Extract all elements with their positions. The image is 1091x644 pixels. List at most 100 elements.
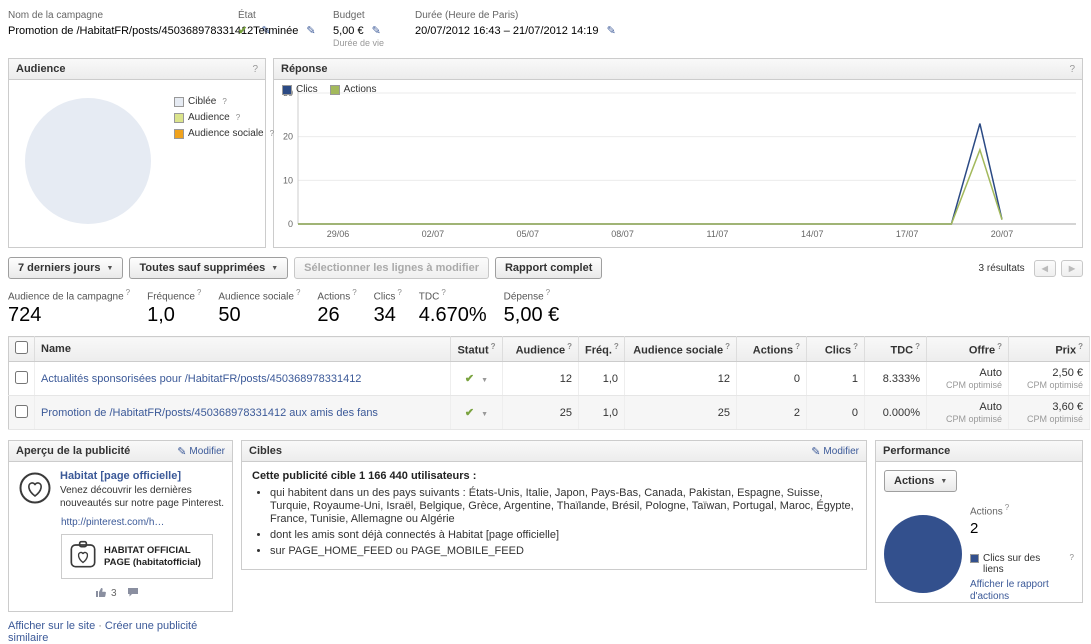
actions-report-link[interactable]: Afficher le rapport d'actions bbox=[970, 578, 1049, 602]
ciblee-help-icon[interactable]: ? bbox=[222, 97, 227, 106]
edit-name-icon[interactable]: ✎ bbox=[261, 25, 271, 37]
performance-help-icon[interactable]: ? bbox=[1004, 503, 1010, 513]
col-statut[interactable]: Statut? bbox=[450, 336, 503, 363]
stat-frequency: Fréquence? 1,0 bbox=[147, 288, 202, 327]
col-audience[interactable]: Audience? bbox=[502, 336, 579, 363]
chevron-down-icon: ▼ bbox=[271, 264, 279, 272]
view-on-site-link[interactable]: Afficher sur le site bbox=[8, 620, 96, 633]
pencil-icon: ✎ bbox=[177, 445, 187, 458]
col-freq[interactable]: Fréq.? bbox=[578, 336, 625, 363]
filter-dropdown[interactable]: Toutes sauf supprimées ▼ bbox=[129, 257, 289, 279]
col-help-icon[interactable]: ? bbox=[490, 342, 496, 351]
actions-dropdown[interactable]: Actions ▼ bbox=[884, 470, 958, 493]
audience-legend: Ciblée? Audience? Audience sociale? bbox=[174, 96, 274, 144]
col-offre[interactable]: Offre? bbox=[926, 336, 1009, 363]
budget-type-label: Durée de vie bbox=[333, 38, 385, 48]
row-checkbox[interactable] bbox=[15, 404, 28, 418]
next-page-button[interactable]: ▶ bbox=[1060, 259, 1083, 277]
ad-name-link[interactable]: Promotion de /HabitatFR/posts/4503689783… bbox=[41, 406, 378, 419]
col-help-icon[interactable]: ? bbox=[915, 342, 920, 351]
stat-value: 50 bbox=[218, 304, 241, 327]
ad-title-link[interactable]: Habitat [page officielle] bbox=[60, 470, 182, 483]
date-range-dropdown[interactable]: 7 derniers jours ▼ bbox=[8, 257, 124, 279]
campaign-name-value: Promotion de /HabitatFR/posts/4503689783… bbox=[8, 25, 254, 37]
svg-text:17/07: 17/07 bbox=[896, 229, 919, 239]
stat-help-icon[interactable]: ? bbox=[196, 288, 202, 297]
col-clics[interactable]: Clics? bbox=[806, 336, 865, 363]
targeting-summary: Cette publicité cible 1 166 440 utilisat… bbox=[252, 470, 477, 483]
pencil-icon: ✎ bbox=[811, 445, 821, 458]
col-help-icon[interactable]: ? bbox=[997, 342, 1002, 351]
edit-preview-link[interactable]: ✎ Modifier bbox=[177, 445, 225, 458]
actions-swatch-icon bbox=[329, 84, 340, 95]
cell-actions: 0 bbox=[736, 361, 807, 397]
campaign-budget-field: Budget 5,00 € ✎ Durée de vie bbox=[333, 10, 415, 48]
next-arrow-icon: ▶ bbox=[1068, 263, 1075, 273]
edit-duration-icon[interactable]: ✎ bbox=[606, 25, 616, 37]
stat-value: 34 bbox=[373, 304, 396, 327]
cell-freq: 1,0 bbox=[578, 395, 625, 431]
stat-help-icon[interactable]: ? bbox=[295, 288, 301, 297]
dot-separator: · bbox=[98, 620, 102, 633]
performance-pie bbox=[884, 515, 962, 594]
cell-prix: 3,60 € CPM optimisé bbox=[1008, 395, 1090, 431]
col-tdc[interactable]: TDC? bbox=[864, 336, 927, 363]
audience-pie bbox=[25, 98, 151, 224]
link-clicks-help-icon[interactable]: ? bbox=[1069, 552, 1074, 562]
preview-panel-title: Aperçu de la publicité bbox=[16, 445, 131, 458]
stat-help-icon[interactable]: ? bbox=[397, 288, 402, 297]
status-check-icon: ✔ bbox=[238, 25, 248, 37]
col-name[interactable]: Name bbox=[34, 336, 451, 363]
stat-help-icon[interactable]: ? bbox=[441, 288, 446, 297]
row-checkbox[interactable] bbox=[15, 370, 28, 384]
prev-page-button[interactable]: ◀ bbox=[1033, 259, 1056, 277]
col-help-icon[interactable]: ? bbox=[567, 342, 572, 351]
targeting-criteria-list: qui habitent dans un des pays suivants :… bbox=[252, 487, 856, 558]
stat-help-icon[interactable]: ? bbox=[125, 288, 131, 297]
col-help-icon[interactable]: ? bbox=[853, 342, 858, 351]
audience-sociale-label: Audience sociale bbox=[188, 128, 264, 139]
col-help-icon[interactable]: ? bbox=[1078, 342, 1083, 351]
col-help-icon[interactable]: ? bbox=[725, 342, 730, 351]
response-panel: Réponse ? Clics Actions 010203029/0602/0… bbox=[273, 58, 1083, 248]
edit-status-icon[interactable]: ✎ bbox=[306, 25, 316, 37]
results-count: 3 résultats bbox=[978, 262, 1025, 274]
stat-help-icon[interactable]: ? bbox=[352, 288, 357, 297]
stat-value: 724 bbox=[8, 304, 42, 327]
col-prix[interactable]: Prix? bbox=[1008, 336, 1090, 363]
svg-text:05/07: 05/07 bbox=[516, 229, 539, 239]
targeting-criterion: dont les amis sont déjà connectés à Habi… bbox=[270, 529, 856, 542]
edit-targeting-link[interactable]: ✎ Modifier bbox=[811, 445, 859, 458]
stat-help-icon[interactable]: ? bbox=[545, 288, 551, 297]
clics-legend-label: Clics bbox=[296, 84, 318, 95]
cell-offre: Auto CPM optimisé bbox=[926, 361, 1009, 397]
campaign-name-label: Nom de la campagne bbox=[8, 10, 104, 21]
performance-actions-label: Actions? bbox=[970, 503, 1010, 518]
audience-help2-icon[interactable]: ? bbox=[235, 113, 241, 122]
col-audience-sociale[interactable]: Audience sociale? bbox=[624, 336, 737, 363]
date-range-label: 7 derniers jours bbox=[18, 262, 101, 274]
edit-budget-icon[interactable]: ✎ bbox=[371, 25, 381, 37]
ad-name-link[interactable]: Actualités sponsorisées pour /HabitatFR/… bbox=[41, 372, 362, 385]
ad-destination-link[interactable]: http://pinterest.com/h… bbox=[61, 517, 165, 529]
ad-image: HABITAT OFFICIAL PAGE (habitatofficial) bbox=[61, 534, 213, 580]
response-panel-title: Réponse bbox=[281, 63, 328, 75]
audience-sociale-help-icon[interactable]: ? bbox=[269, 129, 275, 138]
col-help-icon[interactable]: ? bbox=[795, 342, 800, 351]
full-report-button[interactable]: Rapport complet bbox=[494, 257, 603, 279]
prev-arrow-icon: ◀ bbox=[1041, 263, 1048, 273]
select-rows-label: Sélectionner les lignes à modifier bbox=[304, 262, 479, 274]
select-rows-button[interactable]: Sélectionner les lignes à modifier bbox=[294, 257, 489, 279]
row-status-dropdown-icon[interactable]: ▼ bbox=[481, 377, 489, 385]
response-panel-body: Clics Actions 010203029/0602/0705/0708/0… bbox=[274, 80, 1082, 247]
select-all-checkbox[interactable] bbox=[15, 341, 28, 355]
cell-freq: 1,0 bbox=[578, 361, 625, 397]
row-status-dropdown-icon[interactable]: ▼ bbox=[481, 411, 489, 419]
legend-item-actions: Actions bbox=[329, 84, 376, 95]
audience-help-icon[interactable]: ? bbox=[252, 63, 258, 75]
response-help-icon[interactable]: ? bbox=[1069, 63, 1075, 75]
ad-preview-panel: Aperçu de la publicité ✎ Modifier bbox=[8, 440, 233, 613]
legend-item-audience: Audience? bbox=[174, 112, 274, 123]
col-help-icon[interactable]: ? bbox=[613, 342, 619, 351]
col-actions[interactable]: Actions? bbox=[736, 336, 807, 363]
